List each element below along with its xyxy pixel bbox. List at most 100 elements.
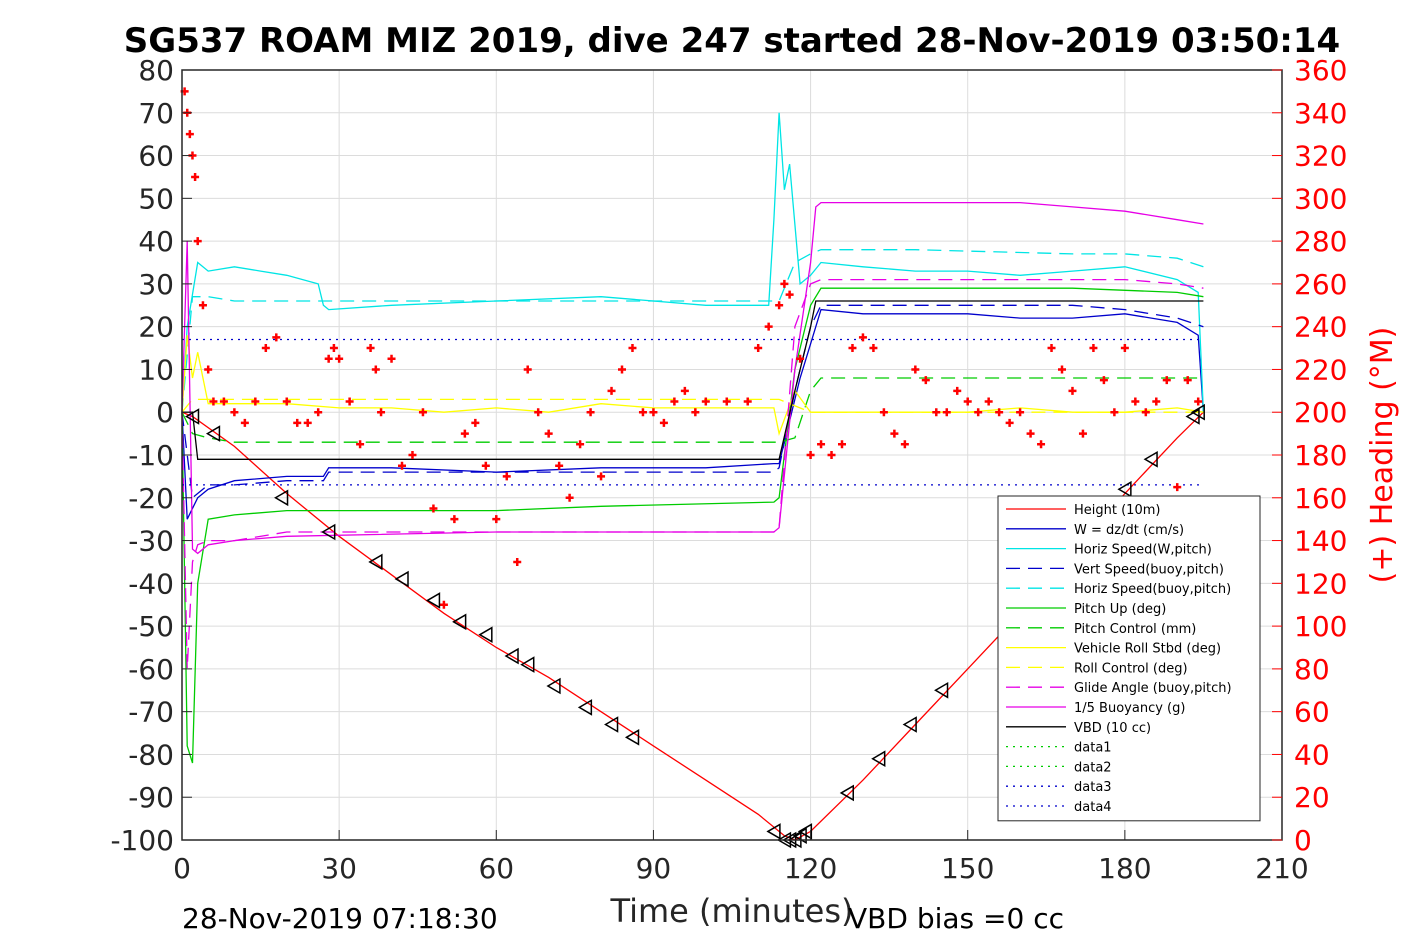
heading-marker — [775, 301, 784, 310]
heading-marker — [1058, 365, 1066, 374]
heading-marker — [418, 408, 427, 417]
heading-marker — [607, 386, 616, 395]
y-tick-label: -50 — [128, 610, 174, 643]
waypoint-marker — [766, 823, 781, 840]
right-y-tick-label: 220 — [1294, 353, 1347, 386]
heading-marker — [806, 451, 815, 459]
heading-marker — [911, 365, 920, 374]
y-tick-label: -40 — [128, 567, 174, 600]
right-y-tick-label: 260 — [1294, 268, 1347, 301]
heading-marker — [324, 354, 333, 363]
heading-marker — [796, 354, 805, 363]
heading-marker — [995, 408, 1004, 417]
y-tick-label: 60 — [138, 140, 174, 173]
legend-entry: Vert Speed(buoy,pitch) — [1074, 562, 1224, 577]
legend-entry: W = dz/dt (cm/s) — [1074, 523, 1184, 538]
heading-marker — [502, 472, 511, 481]
heading-marker — [408, 451, 417, 459]
heading-marker — [764, 322, 773, 331]
heading-marker — [921, 376, 930, 385]
heading-marker — [649, 408, 658, 417]
waypoint-marker — [394, 570, 409, 588]
marker-layer — [180, 87, 1205, 849]
waypoint-marker — [604, 716, 619, 733]
heading-marker — [185, 130, 194, 139]
heading-marker — [366, 344, 375, 353]
axis-ticks: 0 30 60 90 120 150 180 21080706050403020100-10-… — [110, 54, 1347, 885]
right-y-tick-label: 240 — [1294, 311, 1347, 344]
heading-marker — [191, 172, 200, 181]
y-tick-label: -30 — [128, 525, 174, 558]
heading-marker — [513, 557, 522, 566]
heading-marker — [858, 333, 867, 342]
right-y-tick-label: 160 — [1294, 482, 1347, 515]
waypoint-marker — [577, 699, 593, 716]
waypoint-marker — [797, 823, 813, 840]
waypoint-marker — [504, 647, 519, 665]
heading-marker — [597, 472, 606, 481]
legend-entry: Height (10m) — [1074, 503, 1160, 518]
legend-entry: Pitch Control (mm) — [1074, 622, 1196, 637]
heading-marker — [576, 440, 585, 449]
heading-marker — [303, 418, 312, 427]
heading-marker — [429, 504, 438, 513]
heading-marker — [219, 397, 228, 406]
heading-marker — [953, 386, 962, 395]
heading-marker — [1037, 440, 1046, 449]
heading-marker — [534, 408, 543, 417]
heading-marker — [471, 418, 480, 427]
legend-entry: data1 — [1074, 741, 1112, 756]
heading-marker — [754, 344, 763, 353]
heading-marker — [1183, 376, 1192, 385]
x-tick-label: 180 — [1098, 852, 1151, 885]
heading-marker — [848, 344, 857, 353]
heading-marker — [890, 429, 899, 438]
heading-marker — [251, 397, 260, 406]
heading-marker — [618, 365, 626, 374]
series-line-5 — [181, 287, 1204, 764]
heading-marker — [1099, 376, 1108, 385]
y-tick-label: 20 — [138, 311, 174, 344]
legend-entry: 1/5 Buoyancy (g) — [1074, 701, 1185, 716]
legend-entry: Horiz Speed(W,pitch) — [1074, 543, 1212, 558]
heading-marker — [932, 408, 941, 417]
waypoint-marker — [871, 750, 886, 768]
heading-marker — [722, 397, 731, 406]
y-tick-label: -20 — [128, 482, 174, 515]
legend-entry: Glide Angle (buoy,pitch) — [1074, 681, 1232, 696]
heading-marker — [1016, 408, 1025, 417]
heading-marker — [670, 397, 679, 406]
heading-marker — [198, 301, 207, 310]
heading-marker — [209, 397, 218, 406]
heading-marker — [780, 279, 789, 288]
heading-marker — [460, 429, 469, 438]
series-line-2 — [181, 112, 1205, 413]
waypoint-marker — [452, 613, 467, 631]
right-y-tick-label: 100 — [1294, 610, 1347, 643]
legend: Height (10m) W = dz/dt (cm/s) Horiz Speed(… — [997, 495, 1261, 822]
y-tick-label: 30 — [138, 268, 174, 301]
legend-entry: data3 — [1074, 780, 1112, 795]
heading-marker — [1026, 429, 1035, 438]
right-y-tick-label: 280 — [1294, 225, 1347, 258]
heading-marker — [356, 440, 365, 449]
heading-marker — [659, 418, 668, 427]
heading-marker — [293, 418, 302, 427]
heading-marker — [1152, 397, 1161, 406]
legend-entry: data4 — [1074, 800, 1112, 815]
right-y-tick-label: 200 — [1294, 396, 1347, 429]
chart-title: SG537 ROAM MIZ 2019, dive 247 started 28… — [124, 21, 1340, 61]
heading-marker — [1120, 344, 1129, 353]
right-y-tick-label: 180 — [1294, 439, 1347, 472]
series-line-10 — [181, 201, 1204, 555]
heading-marker — [838, 440, 846, 449]
heading-marker — [272, 333, 281, 342]
heading-marker — [314, 408, 323, 417]
series-line-11 — [182, 300, 1204, 460]
waypoint-marker — [184, 408, 200, 425]
heading-marker — [481, 461, 490, 470]
heading-marker — [555, 461, 564, 470]
waypoint-marker — [839, 784, 854, 802]
x-axis-label: Time (minutes) — [610, 892, 854, 930]
